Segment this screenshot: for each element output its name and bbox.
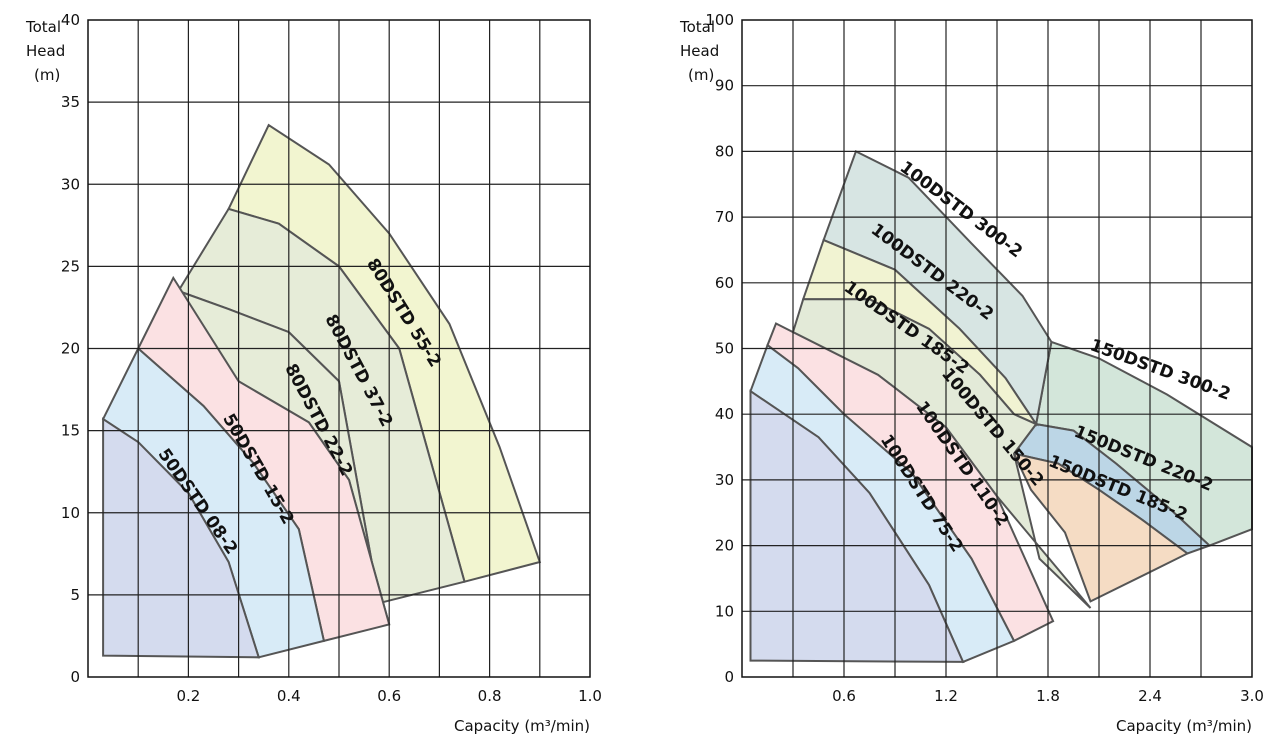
- x-tick-label: 3.0: [1240, 687, 1264, 705]
- x-tick-label: 0.2: [176, 687, 200, 705]
- y-axis-title: Total: [679, 18, 715, 36]
- y-tick-label: 20: [715, 537, 734, 555]
- y-tick-label: 30: [715, 471, 734, 489]
- x-axis-title: Capacity (m³/min): [454, 717, 590, 735]
- plot-frame: [741, 19, 1253, 678]
- y-axis-title: Head: [26, 42, 65, 60]
- plot-frame: [87, 19, 591, 678]
- x-axis-title: Capacity (m³/min): [1116, 717, 1252, 735]
- region-150dstd-185-2: [1012, 452, 1190, 603]
- x-tick-label: 1.0: [578, 687, 602, 705]
- y-axis-title: Head: [680, 42, 719, 60]
- y-tick-label: 30: [61, 175, 80, 193]
- y-tick-label: 40: [715, 405, 734, 423]
- x-tick-label: 0.8: [478, 687, 502, 705]
- y-tick-label: 10: [61, 504, 80, 522]
- x-tick-label: 2.4: [1138, 687, 1162, 705]
- y-axis-title: (m): [688, 66, 714, 84]
- x-tick-label: 0.6: [377, 687, 401, 705]
- y-tick-label: 40: [61, 11, 80, 29]
- x-tick-label: 1.2: [934, 687, 958, 705]
- y-tick-label: 25: [61, 257, 80, 275]
- y-tick-label: 0: [724, 668, 734, 686]
- x-tick-label: 0.4: [277, 687, 301, 705]
- y-tick-label: 5: [70, 586, 80, 604]
- y-tick-label: 20: [61, 340, 80, 358]
- y-tick-label: 70: [715, 208, 734, 226]
- y-tick-label: 50: [715, 340, 734, 358]
- y-tick-label: 15: [61, 422, 80, 440]
- y-tick-label: 100: [705, 11, 734, 29]
- y-tick-label: 80: [715, 142, 734, 160]
- y-tick-label: 35: [61, 93, 80, 111]
- y-axis-title: Total: [25, 18, 61, 36]
- y-tick-label: 60: [715, 274, 734, 292]
- y-tick-label: 90: [715, 77, 734, 95]
- region-base-9: [749, 389, 965, 663]
- x-tick-label: 0.6: [832, 687, 856, 705]
- x-tick-label: 1.8: [1036, 687, 1060, 705]
- y-axis-title: (m): [34, 66, 60, 84]
- y-tick-label: 0: [70, 668, 80, 686]
- y-tick-label: 10: [715, 602, 734, 620]
